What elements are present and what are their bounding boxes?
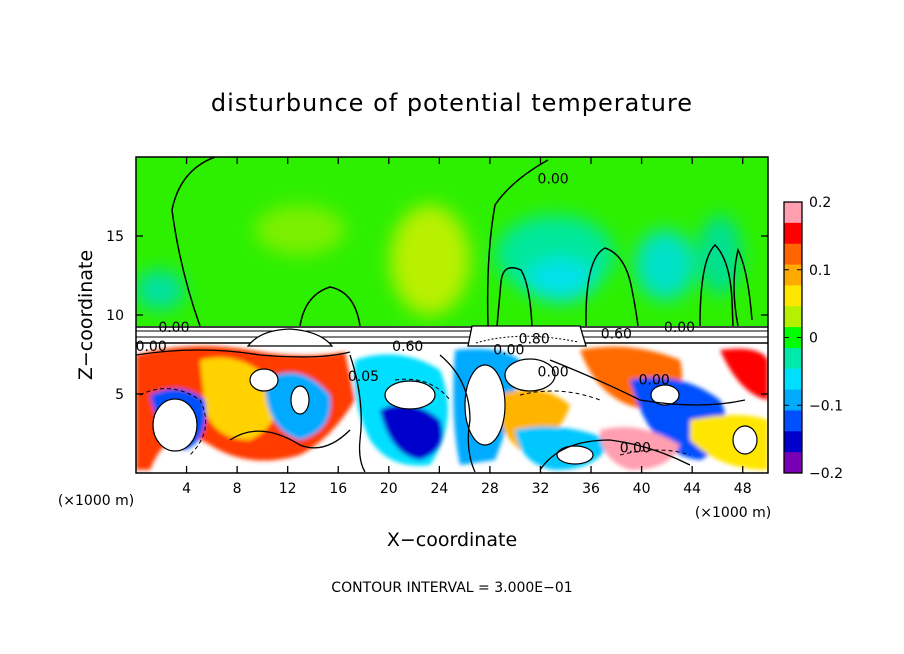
plot-area: 0.000.00 0.600.000.000.80 0.60 0.000.05 0.00…	[136, 157, 768, 473]
x-tick-label: 40	[633, 481, 651, 497]
x-unit-left: (×1000 m)	[58, 493, 134, 509]
y-tick-label: 5	[115, 387, 124, 403]
contour-label-group: 0.000.00 0.600.000.000.80 0.60 0.000.05 0.00…	[136, 172, 695, 457]
colorbar-segment	[784, 368, 802, 391]
x-unit-right: (×1000 m)	[695, 505, 771, 521]
x-axis: 4 8 12 16 20 24 28 32 36 40 44 48	[182, 157, 752, 497]
colorbar-segment	[784, 243, 802, 266]
x-tick-label: 44	[683, 481, 701, 497]
bl-contours-dashed	[139, 378, 691, 456]
colorbar-segment	[784, 347, 802, 370]
y-axis: 5 10 15	[106, 229, 768, 403]
x-tick-label: 32	[532, 481, 550, 497]
upper-field-shading	[136, 205, 742, 315]
y-tick-label: 10	[106, 308, 124, 324]
contour-label: 0.00	[639, 372, 670, 388]
x-tick-label: 8	[233, 481, 242, 497]
colorbar: 0.2 0.1 0 −0.1 −0.2	[783, 195, 843, 482]
contour-label: 0.00	[538, 364, 569, 380]
colorbar-segment	[784, 389, 802, 411]
contour-label: 0.05	[348, 369, 379, 385]
colorbar-segment	[784, 327, 802, 349]
bump-left	[246, 328, 334, 347]
x-tick-label: 16	[329, 481, 347, 497]
boundary-layer-field	[136, 346, 768, 473]
contour-label: 0.00	[493, 342, 524, 358]
y-tick-label: 15	[106, 229, 124, 245]
colorbar-segment	[784, 452, 802, 474]
colorbar-tick-label: −0.2	[809, 466, 843, 482]
colorbar-tick-label: 0.2	[809, 195, 831, 211]
colorbar-segment	[784, 264, 802, 286]
bump-center	[467, 325, 587, 347]
x-tick-label: 28	[481, 481, 499, 497]
contour-label: 0.00	[538, 172, 569, 188]
bump-center-dash	[475, 335, 579, 344]
x-tick-label: 48	[734, 481, 752, 497]
colorbar-segment	[784, 306, 802, 328]
y-axis-label: Z−coordinate	[75, 250, 97, 380]
chart-title: disturbunce of potential temperature	[211, 89, 693, 117]
contour-label: 0.00	[620, 440, 651, 456]
contour-label: 0.60	[601, 327, 632, 343]
x-tick-label: 4	[182, 481, 191, 497]
colorbar-segment	[784, 222, 802, 245]
contour-label: 0.00	[136, 339, 167, 355]
x-tick-label: 24	[430, 481, 448, 497]
x-tick-label: 20	[380, 481, 398, 497]
zero-contours	[171, 157, 753, 327]
x-tick-label: 12	[279, 481, 297, 497]
contour-label: 0.00	[158, 320, 189, 336]
contour-label: 0.80	[519, 331, 550, 347]
colorbar-segment	[784, 431, 802, 453]
colorbar-segment	[784, 285, 802, 307]
contour-label: 0.00	[664, 320, 695, 336]
contour-label: 0.60	[392, 339, 423, 355]
contour-interval-caption: CONTOUR INTERVAL = 3.000E−01	[331, 580, 572, 596]
colorbar-tick-label: −0.1	[809, 398, 843, 414]
colorbar-tick-label: 0.1	[809, 263, 831, 279]
x-tick-label: 36	[582, 481, 600, 497]
x-axis-label: X−coordinate	[387, 529, 517, 551]
bl-contours	[136, 349, 746, 473]
colorbar-tick-label: 0	[809, 331, 818, 347]
colorbar-segment	[784, 202, 802, 224]
colorbar-segment	[784, 410, 802, 432]
